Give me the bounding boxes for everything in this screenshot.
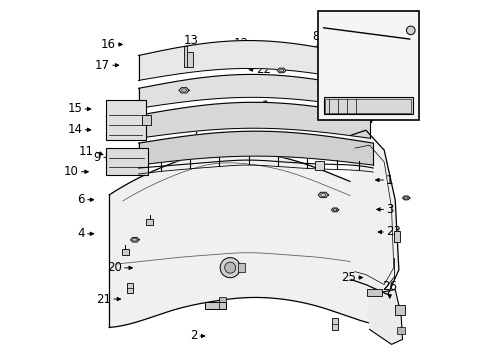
Text: 9: 9 (93, 151, 101, 164)
Polygon shape (138, 131, 372, 165)
Bar (145, 219, 153, 225)
Text: 3: 3 (386, 203, 393, 216)
Bar (238, 264, 244, 272)
Text: 24: 24 (358, 113, 373, 126)
Bar (184, 46, 187, 67)
Bar (325, 99, 411, 113)
Text: 21: 21 (96, 293, 111, 306)
Polygon shape (318, 192, 328, 198)
Text: 8: 8 (312, 30, 319, 43)
Circle shape (220, 258, 240, 278)
Text: 23: 23 (386, 225, 400, 238)
Polygon shape (109, 151, 380, 328)
Bar (323, 97, 412, 114)
Text: 22: 22 (255, 63, 270, 76)
Text: 5: 5 (229, 88, 236, 101)
Bar (369, 72, 376, 77)
Text: 25: 25 (340, 271, 355, 284)
Circle shape (224, 262, 235, 273)
Bar (219, 297, 226, 302)
Text: 2: 2 (189, 329, 197, 342)
Bar (105, 148, 148, 175)
Text: 17: 17 (95, 59, 110, 72)
Bar (314, 161, 323, 170)
Text: 26: 26 (382, 280, 396, 293)
Text: 1: 1 (386, 174, 393, 186)
Bar (394, 305, 405, 315)
Text: 19: 19 (262, 102, 277, 114)
Bar (142, 115, 151, 125)
Polygon shape (369, 289, 402, 345)
Polygon shape (130, 238, 139, 242)
Text: 4: 4 (77, 227, 85, 240)
Polygon shape (138, 75, 365, 108)
Polygon shape (402, 196, 409, 200)
Text: 13: 13 (183, 33, 199, 46)
Polygon shape (350, 130, 398, 294)
Text: 16: 16 (100, 38, 115, 51)
Polygon shape (179, 88, 189, 93)
Bar (366, 289, 381, 296)
Bar (319, 51, 324, 66)
Bar (186, 53, 192, 67)
Bar (122, 249, 129, 255)
Text: 14: 14 (67, 123, 82, 136)
Bar (331, 319, 337, 330)
Text: 7: 7 (193, 125, 201, 138)
Polygon shape (277, 68, 285, 73)
Text: 15: 15 (67, 103, 82, 116)
Bar (396, 327, 404, 334)
Text: 6: 6 (77, 193, 85, 206)
Text: 18: 18 (257, 87, 272, 100)
Bar (126, 283, 132, 293)
Bar (393, 231, 399, 242)
Polygon shape (331, 208, 338, 212)
Text: 20: 20 (107, 261, 122, 274)
Text: 11: 11 (79, 145, 94, 158)
Polygon shape (138, 41, 358, 80)
Bar (105, 100, 145, 140)
Polygon shape (138, 102, 369, 138)
Circle shape (406, 26, 414, 35)
Bar (204, 302, 225, 310)
Bar (378, 112, 385, 118)
Text: 12: 12 (234, 37, 248, 50)
Text: 10: 10 (64, 165, 79, 178)
Bar (318, 11, 418, 120)
